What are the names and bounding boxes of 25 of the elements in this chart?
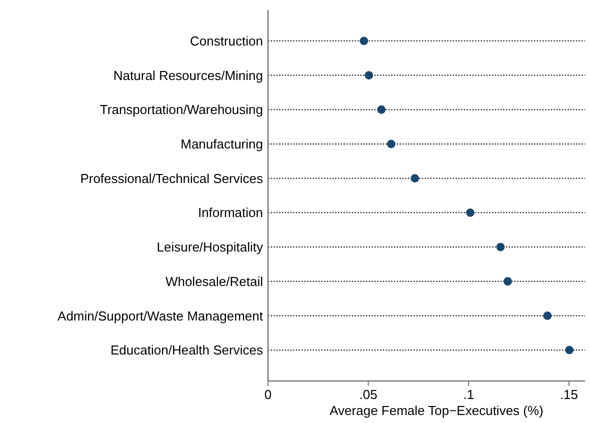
y-tick-label: Wholesale/Retail [165, 274, 264, 289]
y-tick-label: Information [198, 205, 263, 220]
point [504, 277, 512, 286]
point [364, 71, 374, 80]
point [496, 242, 505, 252]
point [565, 346, 574, 354]
point [543, 312, 552, 320]
point [410, 174, 420, 183]
point [466, 208, 474, 217]
y-tick-label: Transportation/Warehousing [100, 102, 263, 118]
x-tick-label: .05 [359, 387, 378, 402]
point [377, 105, 386, 114]
x-tick-label: 0 [264, 387, 272, 402]
x-tick-label: .15 [560, 387, 578, 402]
point [386, 140, 396, 148]
x-tick-label: .1 [463, 387, 474, 402]
y-tick-label: Manufacturing [180, 136, 263, 152]
point [360, 36, 368, 46]
y-tick-label: Admin/Support/Waste Management [58, 308, 264, 324]
y-tick-label: Education/Health Services [110, 342, 264, 358]
y-tick-label: Professional/Technical Services [80, 170, 264, 186]
x-axis-title: Average Female Top−Executives (%) [330, 403, 544, 418]
y-tick-label: Natural Resources/Mining [113, 68, 263, 83]
y-tick-label: Construction [190, 33, 263, 48]
y-tick-label: Leisure/Hospitality [156, 240, 264, 255]
